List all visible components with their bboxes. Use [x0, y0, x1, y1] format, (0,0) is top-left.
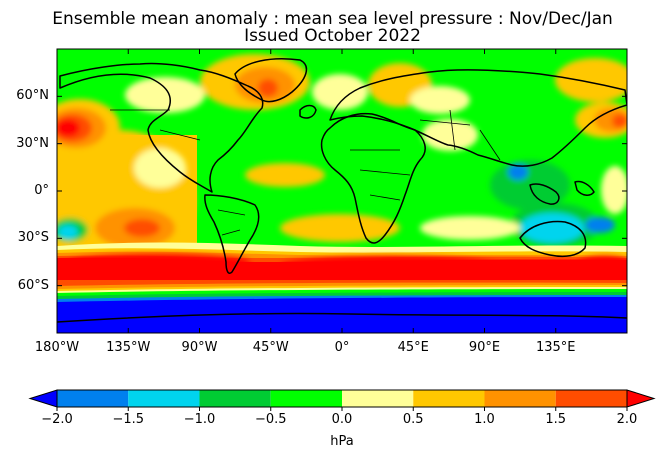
lon-tick-label: 135°W	[106, 340, 151, 355]
colorbar-swatch	[342, 390, 414, 407]
colorbar-swatch	[555, 390, 627, 407]
anomaly-field	[57, 49, 627, 333]
coastlines	[57, 58, 627, 323]
lon-tick-label: 180°W	[34, 340, 80, 355]
southern-highs	[70, 254, 627, 276]
colorbar-swatch	[57, 390, 129, 407]
lon-tick-label: 135°E	[535, 340, 576, 355]
colorbar-swatch	[484, 390, 556, 407]
colorbar-tick-label: 1.5	[545, 412, 567, 427]
colorbar-swatch	[270, 390, 342, 407]
chart-title: Ensemble mean anomaly : mean sea level p…	[52, 9, 613, 29]
colorbar-tick-label: 1.0	[474, 412, 495, 427]
lon-tick-label: 45°W	[252, 340, 289, 355]
colorbar-tick-label: −1.0	[183, 412, 216, 427]
lat-tick-label: 30°S	[17, 230, 49, 246]
country-borders	[110, 109, 501, 236]
colorbar-tick-label: −2.0	[41, 412, 73, 427]
colorbar-tick-label: −1.5	[112, 412, 145, 427]
lat-tick-label: 0°	[34, 183, 49, 198]
lon-tick-label: 45°E	[397, 340, 429, 355]
chart-subtitle: Issued October 2022	[244, 26, 421, 46]
lat-tick-label: 30°N	[16, 135, 49, 151]
axis-ticks	[56, 49, 627, 333]
colorbar-swatch	[413, 390, 485, 407]
lon-tick-label: 90°E	[468, 340, 501, 355]
colorbar-tick-label: 0.0	[331, 412, 353, 427]
lat-tick-label: 60°N	[16, 88, 49, 104]
colorbar-extend-under	[28, 389, 58, 408]
colorbar-unit-label: hPa	[330, 434, 354, 449]
lon-tick-label: 90°W	[181, 340, 218, 355]
colorbar-extend-over	[626, 389, 656, 408]
colorbar-swatch	[199, 390, 271, 407]
lon-tick-label: 0°	[334, 340, 350, 355]
colorbar-tick-label: 0.5	[402, 412, 424, 427]
colorbar-swatch	[128, 390, 200, 407]
colorbar	[28, 389, 656, 411]
field-blobs	[57, 54, 627, 270]
colorbar-tick-label: −0.5	[254, 412, 287, 427]
lat-tick-label: 60°S	[17, 277, 49, 293]
colorbar-tick-label: 2.0	[616, 412, 638, 427]
